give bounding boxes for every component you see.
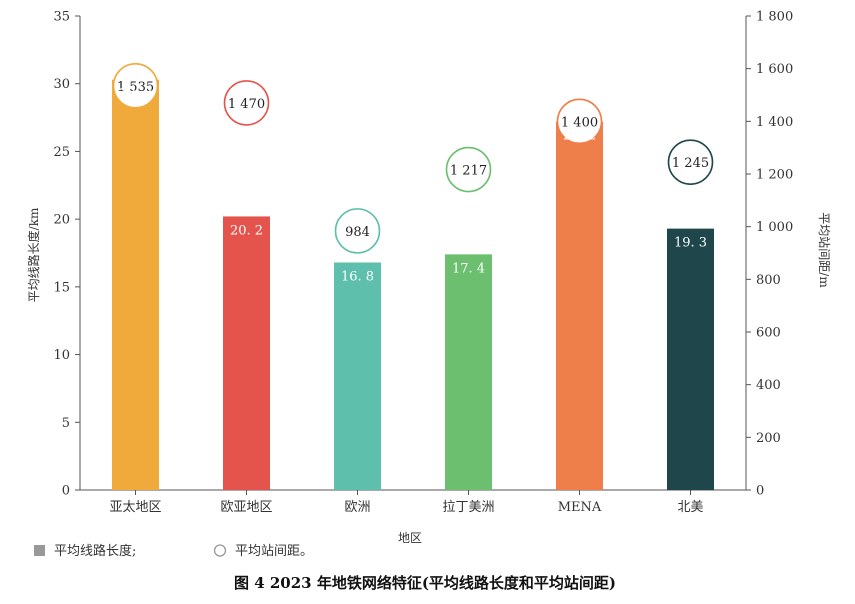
y-tick-label-right: 0 — [756, 484, 764, 499]
y-tick-label-right: 1 000 — [756, 220, 793, 235]
station-distance-circle — [112, 62, 159, 109]
y-tick-label-left: 5 — [62, 416, 70, 431]
x-tick-label: 北美 — [677, 500, 703, 515]
station-distance-label: 1 217 — [450, 164, 487, 179]
bar-value-label: 20. 2 — [230, 223, 263, 238]
bar — [334, 262, 381, 490]
x-tick-label: 欧亚地区 — [220, 500, 272, 515]
y-axis-title-left: 平均线路长度/km — [26, 207, 41, 302]
bar-value-label: 17. 4 — [452, 261, 485, 276]
y-tick-label-right: 200 — [756, 431, 781, 446]
station-distance-circle — [223, 80, 270, 126]
station-distance-label: 1 400 — [561, 115, 598, 130]
y-tick-label-right: 1 600 — [756, 62, 793, 77]
bar — [556, 121, 603, 491]
y-tick-label-left: 35 — [53, 10, 70, 25]
y-axis-title-right: 平均站间距/m — [817, 212, 831, 288]
y-tick-label-right: 400 — [756, 378, 781, 393]
y-tick-label-left: 20 — [53, 213, 70, 228]
bar-value-label: 16. 8 — [341, 269, 374, 284]
legend-circle-swatch — [213, 544, 227, 557]
y-tick-label-left: 0 — [62, 484, 70, 499]
y-tick-label-left: 15 — [53, 280, 70, 295]
station-distance-label: 1 470 — [228, 97, 265, 112]
x-tick-label: 拉丁美洲 — [442, 500, 494, 515]
station-distance-circle — [667, 139, 714, 185]
tick-labels: 0 5 10 15 20 25 30 35 0 200 400 600 800 1 000 1 200 1 4… — [53, 10, 793, 516]
x-tick-label: MENA — [558, 500, 602, 515]
y-tick-label-left: 25 — [53, 145, 70, 160]
station-distance-circle — [445, 146, 492, 193]
bar-value-label: 30. 3 — [119, 87, 152, 102]
station-distance-label: 1 535 — [117, 80, 154, 95]
legend: 平均线路长度; 平均站间距。 — [34, 543, 313, 559]
bar — [112, 79, 159, 490]
y-tick-label-right: 1 200 — [756, 168, 793, 183]
x-axis-title: 地区 — [398, 531, 422, 545]
y-tick-label-right: 1 400 — [756, 115, 793, 130]
legend-label-line-length: 平均线路长度; — [54, 543, 136, 559]
y-tick-label-left: 30 — [53, 77, 70, 92]
y-tick-label-right: 1 800 — [756, 10, 793, 25]
bar-value-label: 27. 2 — [563, 129, 596, 144]
y-tick-label-right: 800 — [756, 273, 781, 288]
station-distance-label: 984 — [345, 225, 370, 240]
bar — [445, 254, 492, 490]
x-tick-label: 亚太地区 — [109, 500, 161, 515]
y-tick-label-left: 10 — [53, 348, 70, 363]
axes — [75, 15, 751, 495]
legend-label-station-distance: 平均站间距。 — [235, 544, 313, 559]
bar — [223, 216, 270, 491]
bars — [112, 79, 714, 491]
station-distance-label: 1 245 — [672, 156, 709, 171]
bar-value-label: 19. 3 — [674, 236, 707, 251]
bar — [667, 228, 714, 490]
station-distance-circle — [334, 208, 381, 254]
x-tick-label: 欧洲 — [344, 500, 370, 515]
station-distance-circle — [556, 98, 603, 145]
legend-square-swatch — [34, 545, 45, 556]
y-tick-label-right: 600 — [756, 326, 781, 341]
figure-caption: 图 4 2023 年地铁网络特征(平均线路长度和平均站间距) — [234, 574, 616, 592]
